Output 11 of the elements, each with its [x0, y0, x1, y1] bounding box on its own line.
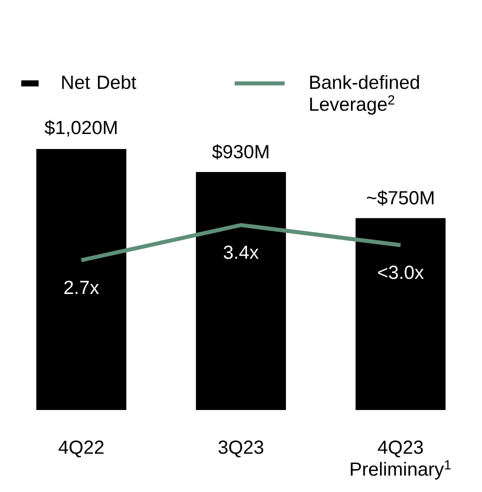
data-label: $930M [212, 144, 268, 160]
data-label: 3.4x [224, 246, 259, 259]
data-label: ~$750M [367, 190, 434, 206]
x-tick-label: 4Q22 [58, 440, 104, 458]
data-label: $1,020M [44, 120, 117, 136]
data-label: <3.0x [378, 266, 424, 280]
legend-label: Net Debt [62, 75, 136, 89]
x-tick-label: 3Q23 [218, 440, 264, 458]
x-tick-label: 4Q23 Preliminary$^{1}$ [350, 440, 451, 480]
data-label: 2.7x [64, 280, 100, 294]
legend-label: Bank-defined Leverage$^{2}$ [310, 75, 419, 115]
